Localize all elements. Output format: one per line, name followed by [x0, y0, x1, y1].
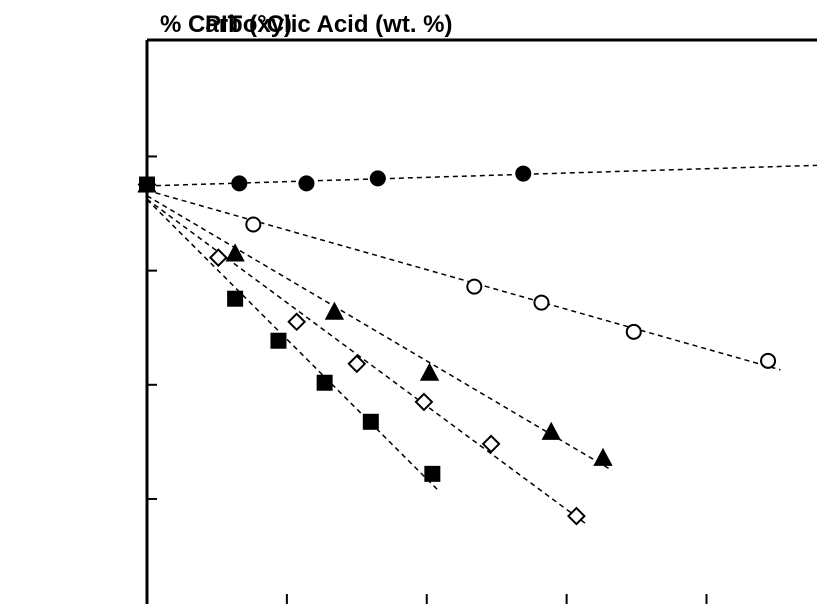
marker	[414, 392, 434, 412]
marker	[316, 374, 333, 391]
marker	[298, 175, 315, 192]
marker	[466, 278, 483, 295]
trendline	[146, 198, 586, 524]
y-axis-label: PIT (°C)	[205, 11, 292, 38]
marker	[362, 413, 379, 430]
marker	[369, 170, 386, 187]
marker	[481, 434, 501, 454]
marker	[347, 354, 367, 374]
marker	[270, 332, 287, 349]
marker	[419, 362, 440, 381]
marker	[225, 243, 245, 262]
marker	[515, 165, 532, 182]
marker	[541, 421, 561, 440]
marker	[287, 312, 307, 332]
trendline	[146, 189, 781, 371]
trendline	[146, 164, 817, 187]
marker	[625, 323, 642, 340]
chart-title: % Carboxylic Acid (wt. %)	[160, 11, 453, 38]
marker	[424, 465, 441, 482]
marker	[139, 176, 155, 193]
marker	[593, 447, 613, 466]
marker	[231, 175, 248, 192]
marker	[227, 290, 244, 307]
marker	[245, 216, 262, 233]
marker	[760, 352, 777, 369]
marker	[533, 294, 550, 311]
marker	[208, 248, 228, 268]
trendline	[146, 195, 613, 472]
marker	[567, 506, 586, 526]
trendline	[146, 198, 439, 491]
marker	[324, 301, 345, 320]
